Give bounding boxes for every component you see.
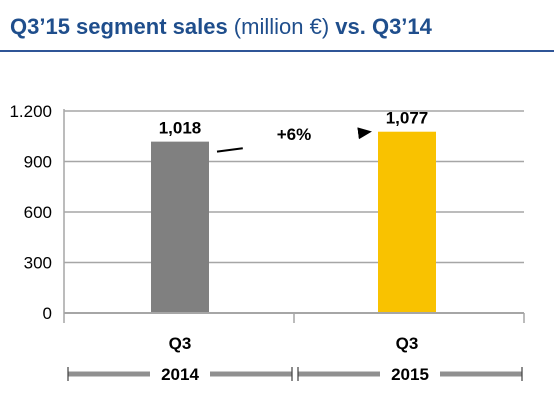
y-tick-label: 900 bbox=[24, 153, 52, 172]
y-tick-label: 300 bbox=[24, 254, 52, 273]
growth-label-bg bbox=[263, 120, 325, 146]
growth-annotation: +6% bbox=[277, 125, 312, 144]
year-group-label: 2014 bbox=[161, 365, 199, 384]
y-tick-label: 600 bbox=[24, 203, 52, 222]
growth-arrow bbox=[216, 127, 372, 153]
title-underline bbox=[0, 50, 554, 52]
y-tick-label: 1.200 bbox=[9, 102, 52, 121]
chart-title-compare: vs. Q3’14 bbox=[329, 14, 432, 39]
data-label: 1,077 bbox=[386, 109, 429, 128]
chart-title-main: Q3’15 segment sales bbox=[10, 14, 228, 39]
chart-title: Q3’15 segment sales (million €) vs. Q3’1… bbox=[10, 14, 432, 40]
bar-2015 bbox=[378, 131, 436, 313]
x-category-label: Q3 bbox=[396, 334, 419, 353]
y-tick-label: 0 bbox=[43, 304, 52, 323]
x-category-label: Q3 bbox=[169, 334, 192, 353]
chart-title-unit: (million €) bbox=[227, 14, 330, 39]
data-label: 1,018 bbox=[159, 119, 202, 138]
bar-2014 bbox=[151, 141, 209, 313]
year-group-label: 2015 bbox=[391, 365, 429, 384]
